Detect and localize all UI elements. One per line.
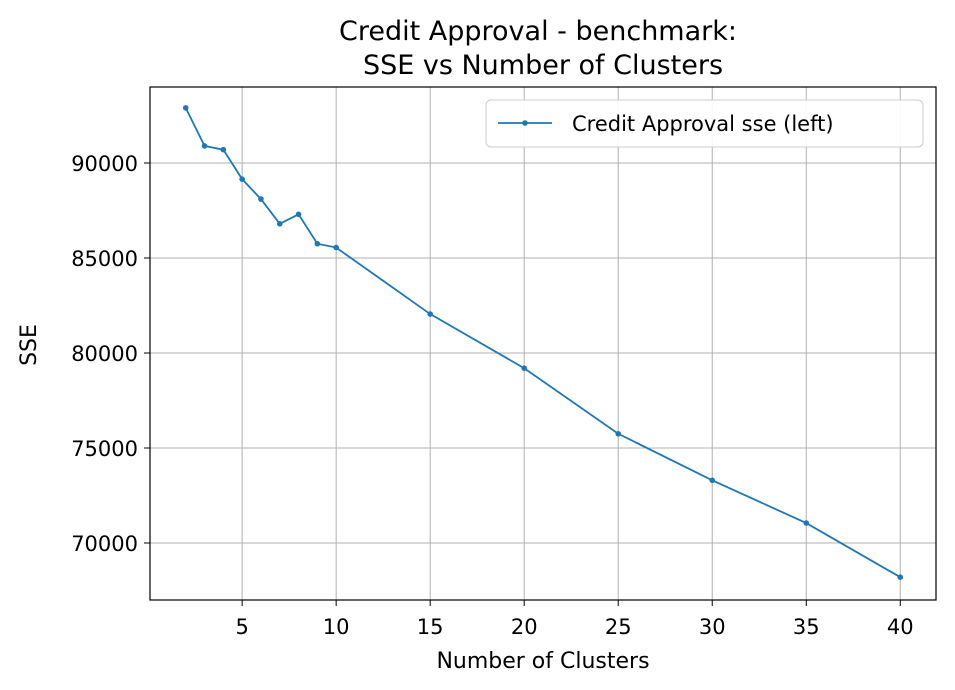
series-line [184, 107, 901, 578]
y-tick-label: 85000 [71, 247, 138, 271]
data-point [521, 365, 527, 372]
x-tick-label: 35 [793, 615, 820, 639]
series-layer [182, 105, 904, 580]
data-point [333, 244, 339, 251]
data-point [201, 143, 208, 149]
legend-marker-swatch [522, 120, 528, 126]
y-tick-label: 90000 [71, 152, 138, 176]
chart-title-line-1: Credit Approval - benchmark: [339, 16, 737, 47]
y-tick-label: 70000 [71, 532, 138, 556]
y-axis-ticks: 70000 75000 80000 85000 90000 [71, 152, 150, 556]
data-point [709, 477, 716, 484]
x-tick-label: 25 [605, 615, 632, 639]
plot-frame [149, 86, 937, 601]
data-point [220, 146, 227, 153]
x-axis-ticks: 5 10 15 20 25 30 35 40 [235, 600, 914, 639]
y-axis-label: SSE [17, 324, 42, 366]
chart-title: Credit Approval - benchmark: SSE vs Numb… [339, 16, 737, 81]
data-point [258, 196, 264, 202]
data-point [803, 520, 810, 526]
x-tick-label: 20 [511, 615, 538, 639]
x-tick-label: 5 [235, 615, 248, 639]
x-tick-label: 40 [887, 615, 914, 639]
legend-box [485, 99, 924, 148]
legend: Credit Approval sse (left) [485, 99, 924, 148]
x-axis-label: Number of Clusters [436, 649, 649, 674]
data-point [295, 211, 302, 218]
x-tick-label: 10 [323, 615, 350, 639]
x-tick-label: 30 [699, 615, 726, 639]
data-point [182, 105, 189, 111]
grid-lines [150, 87, 936, 600]
data-point [615, 430, 622, 437]
data-point [314, 240, 321, 247]
y-tick-label: 75000 [71, 437, 138, 461]
y-tick-label: 80000 [71, 342, 138, 366]
chart-title-line-2: SSE vs Number of Clusters [363, 50, 723, 81]
x-tick-label: 15 [417, 615, 444, 639]
data-point [897, 574, 904, 580]
data-point [427, 311, 433, 317]
data-point [276, 221, 283, 227]
data-point [239, 176, 245, 182]
legend-label: Credit Approval sse (left) [572, 112, 834, 136]
